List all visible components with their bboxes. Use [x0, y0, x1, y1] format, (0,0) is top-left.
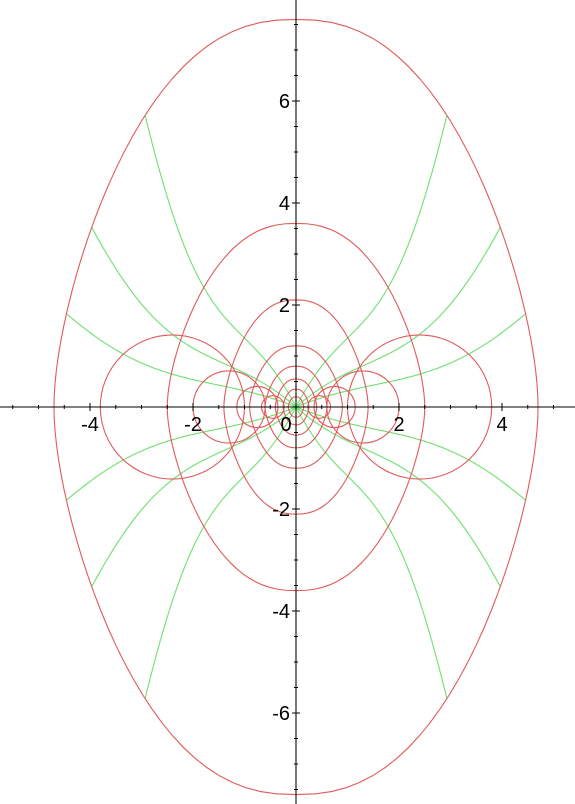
y-tick-label: -6: [272, 703, 290, 725]
green-curve-9: [144, 406, 297, 699]
green-curve-8: [91, 406, 297, 587]
y-tick-label: -4: [272, 601, 290, 623]
x-tick-label: 2: [393, 414, 404, 436]
green-curve-4: [144, 115, 297, 408]
x-tick-label: 4: [496, 414, 507, 436]
y-tick-label: -2: [272, 499, 290, 521]
tick-labels: -4 -2 0 2 4 -6 -4 -2 2 4 6: [81, 91, 507, 725]
x-tick-label: -4: [81, 414, 99, 436]
y-tick-label: 6: [279, 91, 290, 113]
green-curve-13: [295, 406, 526, 501]
y-tick-label: 2: [279, 295, 290, 317]
y-tick-label: 4: [279, 193, 290, 215]
green-curve-5: [91, 227, 297, 408]
green-curve-2: [295, 115, 448, 408]
green-curve-12: [295, 406, 501, 587]
green-curve-7: [66, 406, 297, 501]
green-curve-0: [295, 313, 526, 408]
green-curve-1: [295, 227, 501, 408]
green-curve-11: [295, 406, 448, 699]
x-tick-label: -2: [184, 414, 202, 436]
green-curve-6: [66, 313, 297, 408]
x-tick-label: 0: [280, 414, 291, 436]
